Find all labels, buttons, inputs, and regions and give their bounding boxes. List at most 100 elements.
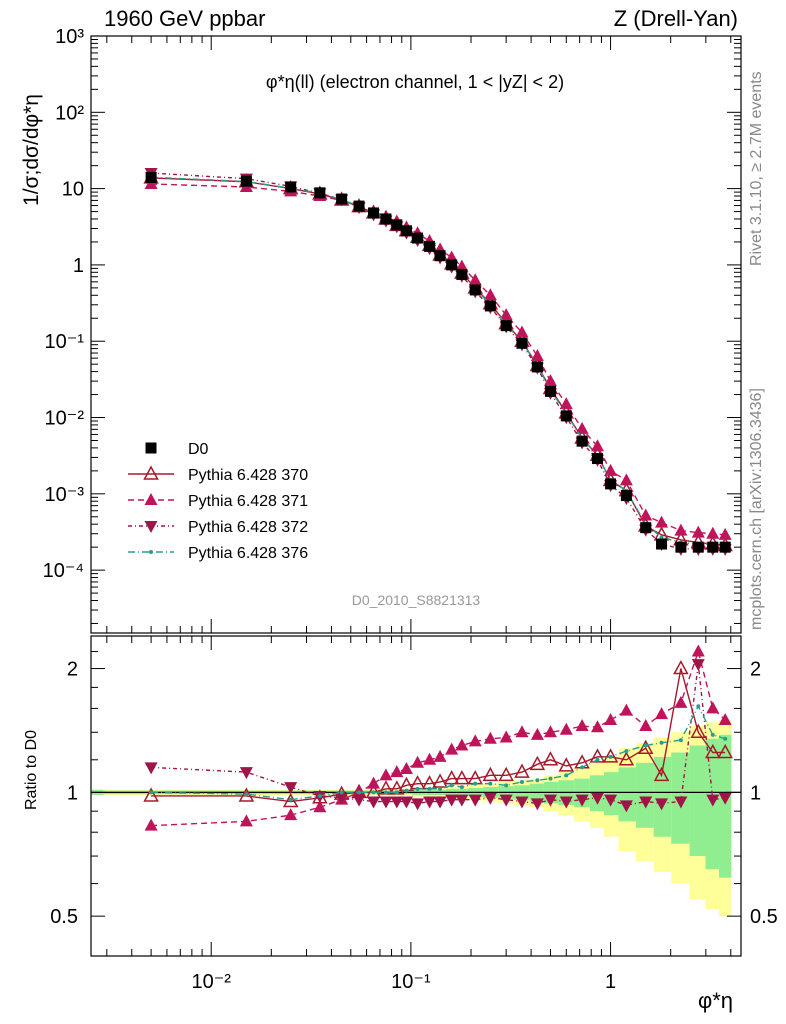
ratio-point bbox=[239, 767, 253, 780]
data-point bbox=[620, 490, 632, 502]
ratio-point bbox=[705, 743, 721, 759]
ratio-point bbox=[530, 727, 544, 740]
ratio-point bbox=[691, 659, 705, 672]
ratio-point bbox=[590, 792, 604, 805]
ratio-tick-label-right: 0.5 bbox=[750, 906, 778, 928]
y-tick-label: 10⁻² bbox=[45, 408, 85, 430]
stat-band bbox=[618, 767, 637, 822]
data-point bbox=[530, 349, 544, 362]
data-point bbox=[515, 325, 529, 338]
ratio-point bbox=[143, 787, 159, 802]
data-point bbox=[640, 522, 652, 534]
ratio-point bbox=[691, 644, 705, 657]
ratio-tick-label-right: 1 bbox=[750, 782, 761, 804]
ratio-point bbox=[678, 738, 683, 743]
ratio-point bbox=[411, 755, 425, 768]
ratio-point bbox=[718, 792, 732, 805]
x-axis-title: φ*η bbox=[698, 988, 733, 1013]
ratio-point bbox=[595, 757, 600, 762]
data-point bbox=[559, 397, 573, 410]
ratio-point bbox=[618, 751, 635, 766]
ratio-point bbox=[488, 781, 493, 786]
ratio-point bbox=[455, 738, 469, 751]
ratio-point bbox=[335, 792, 349, 805]
ratio-point bbox=[483, 731, 497, 744]
y-axis-title: 1/σ;dσ/dφ*η bbox=[20, 94, 43, 206]
data-point bbox=[655, 515, 669, 528]
ratio-point bbox=[433, 796, 447, 809]
data-point bbox=[240, 175, 252, 187]
ratio-point bbox=[504, 783, 509, 788]
ratio-point bbox=[575, 718, 589, 731]
ratio-point bbox=[619, 800, 633, 813]
ratio-point bbox=[339, 790, 344, 795]
ratio-point bbox=[144, 818, 158, 831]
ratio-point bbox=[530, 798, 544, 811]
ratio-point bbox=[367, 796, 381, 809]
data-point bbox=[446, 259, 458, 271]
ratio-series-pythia-6-428-372 bbox=[144, 659, 732, 813]
ratio-point bbox=[144, 762, 158, 775]
ratio-point bbox=[706, 701, 720, 714]
ratio-point bbox=[639, 718, 653, 731]
y-tick-label: 10⁻⁴ bbox=[43, 560, 84, 582]
data-point bbox=[544, 385, 556, 397]
data-point bbox=[400, 225, 412, 237]
ratio-point bbox=[674, 695, 688, 708]
ratio-point bbox=[515, 725, 529, 738]
data-point bbox=[499, 308, 513, 321]
ratio-point bbox=[604, 712, 618, 725]
legend: D0 Pythia 6.428 370 Pythia 6.428 371 Pythia… bbox=[128, 441, 308, 562]
legend-marker bbox=[145, 442, 157, 454]
stat-band bbox=[604, 772, 619, 816]
ratio-point bbox=[482, 766, 499, 782]
data-point bbox=[391, 219, 403, 231]
data-point bbox=[591, 453, 603, 465]
ratio-point bbox=[399, 761, 413, 774]
legend-marker bbox=[144, 521, 158, 533]
stat-band bbox=[689, 745, 706, 857]
uncertainty-bands bbox=[91, 719, 732, 917]
data-point bbox=[691, 525, 705, 538]
y-tick-label: 10 bbox=[62, 179, 84, 201]
legend-label: Pythia 6.428 376 bbox=[188, 545, 308, 562]
ratio-point bbox=[468, 794, 482, 807]
ratio-point bbox=[519, 779, 524, 784]
ratio-point bbox=[371, 790, 376, 795]
ratio-point bbox=[548, 776, 553, 781]
ratio-point bbox=[415, 786, 420, 791]
chart-title: φ*η(ll) (electron channel, 1 < |yZ| < 2) bbox=[266, 72, 564, 92]
data-point bbox=[285, 181, 297, 193]
y-ticks bbox=[91, 35, 741, 917]
y-tick-label: 10² bbox=[55, 102, 84, 124]
data-point bbox=[314, 187, 326, 199]
x-tick-label: 10⁻² bbox=[191, 971, 231, 993]
data-point bbox=[692, 541, 704, 553]
ratio-point bbox=[590, 720, 604, 733]
analysis-id: D0_2010_S8821313 bbox=[352, 592, 481, 608]
ratio-point bbox=[499, 730, 513, 743]
ratio-point bbox=[608, 754, 613, 759]
ratio-point bbox=[445, 794, 459, 807]
ratio-series-pythia-6-428-371 bbox=[144, 644, 732, 831]
ratio-point bbox=[394, 790, 399, 795]
data-point bbox=[353, 200, 365, 212]
y-tick-label: 1 bbox=[73, 255, 84, 277]
ratio-line bbox=[151, 704, 726, 801]
ratio-point bbox=[313, 800, 327, 813]
ratio-point bbox=[529, 755, 546, 771]
ratio-point bbox=[637, 739, 654, 755]
ratio-point bbox=[558, 757, 575, 772]
ratio-point bbox=[282, 792, 299, 808]
main-frame bbox=[90, 35, 742, 634]
ratio-point bbox=[619, 703, 633, 716]
data-point bbox=[639, 508, 653, 521]
legend-marker bbox=[144, 493, 158, 505]
ratio-point bbox=[499, 794, 513, 807]
ratio-point bbox=[696, 704, 701, 709]
ratio-point bbox=[718, 712, 732, 725]
data-point bbox=[674, 523, 688, 536]
ratio-point bbox=[423, 752, 437, 765]
ratio-point bbox=[483, 792, 497, 805]
ratio-point bbox=[690, 723, 707, 739]
